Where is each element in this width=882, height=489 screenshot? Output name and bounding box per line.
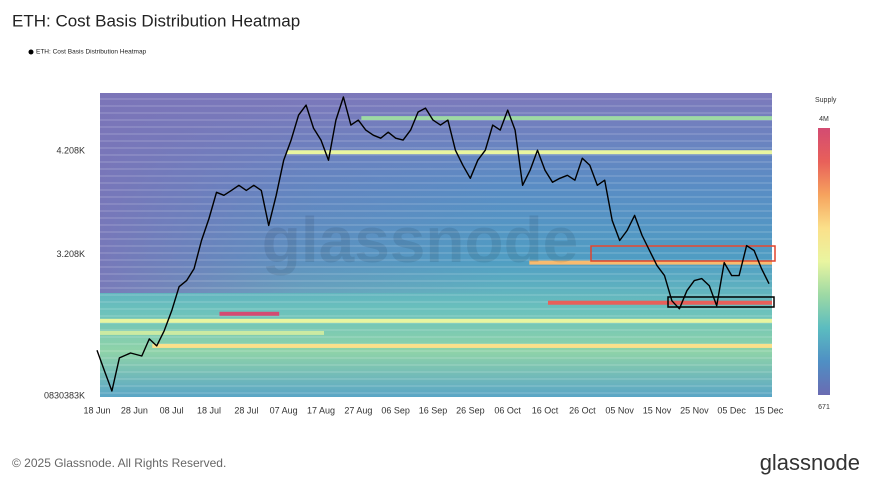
y-tick-label: 0830383K: [44, 390, 85, 400]
x-tick-label: 26 Oct: [569, 405, 596, 415]
x-tick-label: 07 Aug: [270, 405, 298, 415]
cost-basis-band: [100, 330, 324, 335]
x-tick-label: 06 Sep: [381, 405, 410, 415]
x-tick-label: 26 Sep: [456, 405, 485, 415]
x-tick-label: 15 Dec: [755, 405, 784, 415]
x-tick-label: 16 Sep: [419, 405, 448, 415]
footer: © 2025 Glassnode. All Rights Reserved.: [12, 456, 226, 470]
cost-basis-band: [548, 300, 772, 305]
legend-label: ETH: Cost Basis Distribution Heatmap: [36, 49, 147, 56]
x-tick-label: 05 Dec: [717, 405, 746, 415]
x-tick-label: 25 Nov: [680, 405, 709, 415]
colorbar-title: Supply: [815, 97, 837, 104]
x-tick-label: 08 Jul: [160, 405, 184, 415]
cost-basis-band: [361, 116, 772, 121]
x-tick-label: 16 Oct: [532, 405, 559, 415]
x-tick-label: 28 Jul: [234, 405, 258, 415]
colorbar: [818, 128, 830, 395]
y-tick-label: 3.208K: [56, 249, 85, 259]
cost-basis-band: [529, 260, 772, 265]
x-tick-label: 17 Aug: [307, 405, 335, 415]
watermark: glassnode: [262, 204, 579, 276]
brand: glassnode: [760, 450, 860, 475]
cost-basis-band: [286, 150, 772, 155]
y-tick-label: 4.208K: [56, 146, 85, 156]
colorbar-tick-label: 4M: [819, 116, 829, 123]
price-line: [96, 96, 770, 392]
x-tick-label: 27 Aug: [344, 405, 372, 415]
cost-basis-band: [219, 311, 280, 316]
cost-basis-band: [100, 318, 772, 323]
colorbar-tick-label: 671: [818, 404, 830, 411]
x-tick-label: 05 Nov: [605, 405, 634, 415]
cost-basis-band: [152, 343, 772, 348]
highlight-box: [590, 245, 776, 262]
x-tick-label: 18 Jul: [197, 405, 221, 415]
heatmap: [100, 93, 772, 397]
x-tick-label: 15 Nov: [643, 405, 672, 415]
chart-title: ETH: Cost Basis Distribution Heatmap: [12, 11, 300, 30]
x-tick-label: 18 Jun: [83, 405, 110, 415]
highlight-box: [667, 296, 775, 308]
legend-swatch: [28, 49, 34, 55]
x-tick-label: 28 Jun: [121, 405, 148, 415]
x-tick-label: 06 Oct: [494, 405, 521, 415]
